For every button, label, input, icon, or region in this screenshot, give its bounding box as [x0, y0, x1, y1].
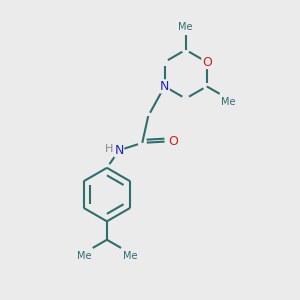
Text: N: N — [114, 144, 124, 157]
Text: O: O — [202, 56, 212, 68]
Text: Me: Me — [221, 97, 236, 107]
Text: Me: Me — [178, 22, 193, 32]
Text: N: N — [160, 80, 169, 93]
Text: O: O — [169, 135, 178, 148]
Text: Me: Me — [122, 251, 137, 261]
Text: H: H — [105, 144, 114, 154]
Text: Me: Me — [77, 251, 91, 261]
